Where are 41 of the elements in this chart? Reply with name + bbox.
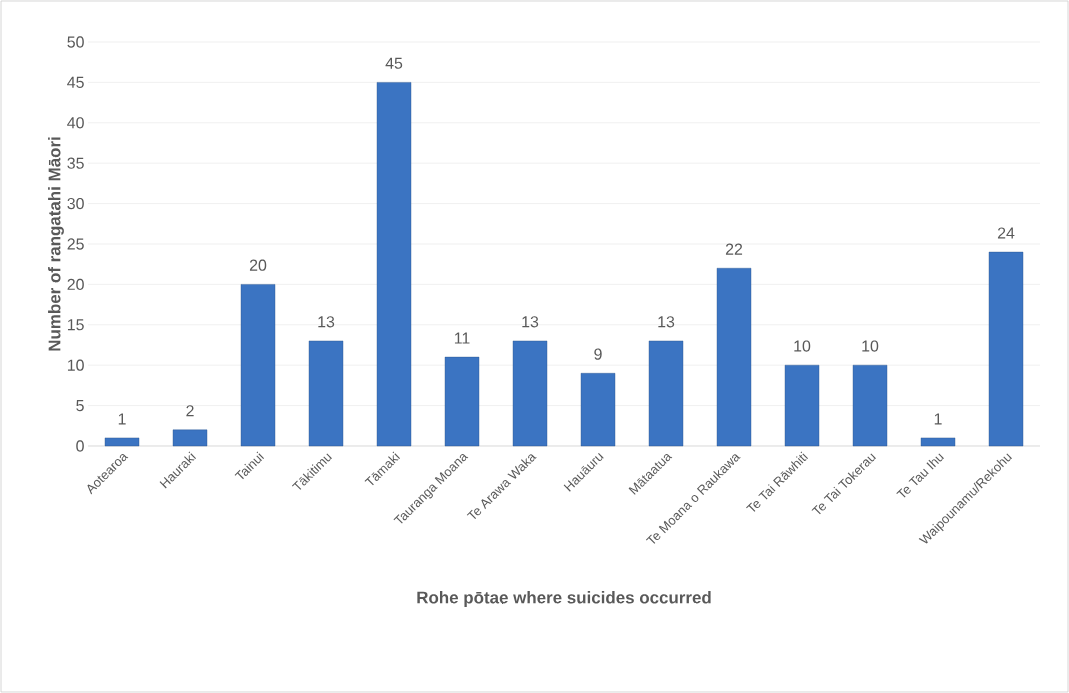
data-label: 13 [658,316,675,328]
bar [784,364,820,447]
data-label: 9 [594,348,602,360]
data-label: 1 [934,413,942,425]
y-tick-label: 40 [67,117,84,129]
x-axis-title: Rohe pōtae where suicides occurred [417,591,711,607]
data-label: 24 [997,227,1015,239]
bar [172,429,208,447]
bar [648,340,684,447]
y-tick-label: 25 [67,238,84,250]
y-tick-label: 30 [67,197,84,210]
y-tick-label: 0 [76,440,84,452]
y-tick-label: 15 [67,319,84,331]
bar [104,437,140,447]
data-label: 13 [522,316,539,328]
data-label: 10 [862,340,879,352]
y-tick-label: 50 [67,36,84,48]
bar [240,284,276,447]
bar [580,373,616,447]
y-tick-label: 10 [67,359,84,371]
y-axis-title: Number of rangatahi Māori [48,137,64,351]
data-label: 22 [725,243,743,255]
data-label: 1 [118,413,126,425]
data-label: 11 [454,332,470,344]
y-tick-label: 20 [67,278,84,291]
bar [376,82,412,447]
data-label: 2 [186,405,194,417]
bar [716,268,752,447]
bar [444,356,480,447]
bar [308,340,344,447]
data-label: 45 [385,57,403,69]
bar [920,437,956,447]
y-tick-label: 45 [67,76,84,88]
y-tick-label: 35 [67,157,84,169]
bar [512,340,548,447]
data-label: 10 [794,340,811,352]
bar [852,364,888,447]
y-tick-label: 5 [76,400,84,412]
data-label: 13 [318,316,335,328]
bar [988,251,1024,447]
data-label: 20 [249,259,267,271]
